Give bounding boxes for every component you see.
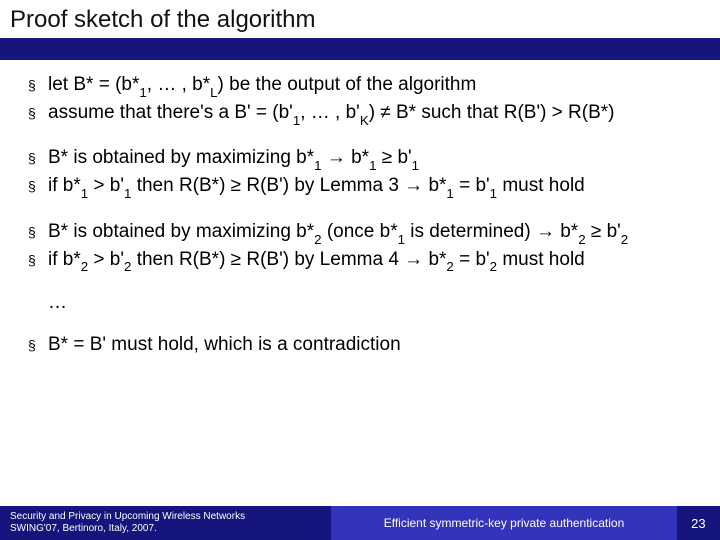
footer-left: Security and Privacy in Upcoming Wireles… bbox=[0, 506, 331, 540]
bullet-text: if b*2 > b'2 then R(B*) ≥ R(B') by Lemma… bbox=[48, 247, 692, 275]
footer: Security and Privacy in Upcoming Wireles… bbox=[0, 506, 720, 540]
bullet-item: § B* is obtained by maximizing b*1 → b*1… bbox=[28, 145, 692, 173]
bullet-item: § if b*1 > b'1 then R(B*) ≥ R(B') by Lem… bbox=[28, 173, 692, 201]
footer-left-line2: SWING'07, Bertinoro, Italy, 2007. bbox=[10, 523, 321, 536]
ellipsis-line: … bbox=[28, 292, 692, 314]
bullet-marker: § bbox=[28, 173, 48, 196]
title-bar: Proof sketch of the algorithm bbox=[0, 0, 720, 38]
bullet-item: § assume that there's a B' = (b'1, … , b… bbox=[28, 100, 692, 128]
page-title: Proof sketch of the algorithm bbox=[10, 6, 710, 34]
bullet-group-final: § B* = B' must hold, which is a contradi… bbox=[28, 332, 692, 358]
bullet-text: let B* = (b*1, … , b*L) be the output of… bbox=[48, 72, 692, 100]
bullet-text: B* is obtained by maximizing b*2 (once b… bbox=[48, 219, 692, 247]
bullet-group-3: § B* is obtained by maximizing b*2 (once… bbox=[28, 219, 692, 274]
bullet-marker: § bbox=[28, 247, 48, 270]
bullet-text: B* is obtained by maximizing b*1 → b*1 ≥… bbox=[48, 145, 692, 173]
bullet-marker: § bbox=[28, 332, 48, 355]
bullet-item: § B* = B' must hold, which is a contradi… bbox=[28, 332, 692, 358]
bullet-item: § if b*2 > b'2 then R(B*) ≥ R(B') by Lem… bbox=[28, 247, 692, 275]
content-area: § let B* = (b*1, … , b*L) be the output … bbox=[0, 60, 720, 358]
bullet-text: B* = B' must hold, which is a contradict… bbox=[48, 332, 692, 358]
footer-mid: Efficient symmetric-key private authenti… bbox=[331, 506, 677, 540]
bullet-marker: § bbox=[28, 72, 48, 95]
bullet-marker: § bbox=[28, 100, 48, 123]
footer-page-number: 23 bbox=[677, 506, 720, 540]
bullet-text: if b*1 > b'1 then R(B*) ≥ R(B') by Lemma… bbox=[48, 173, 692, 201]
bullet-text: assume that there's a B' = (b'1, … , b'K… bbox=[48, 100, 692, 128]
bullet-marker: § bbox=[28, 145, 48, 168]
footer-left-line1: Security and Privacy in Upcoming Wireles… bbox=[10, 511, 321, 524]
bullet-group-2: § B* is obtained by maximizing b*1 → b*1… bbox=[28, 145, 692, 200]
bullet-item: § let B* = (b*1, … , b*L) be the output … bbox=[28, 72, 692, 100]
bullet-item: § B* is obtained by maximizing b*2 (once… bbox=[28, 219, 692, 247]
title-underline bbox=[0, 38, 720, 60]
bullet-marker: § bbox=[28, 219, 48, 242]
bullet-group-1: § let B* = (b*1, … , b*L) be the output … bbox=[28, 72, 692, 127]
